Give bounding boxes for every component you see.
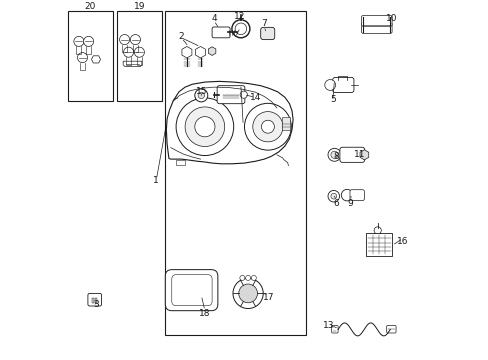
Circle shape — [327, 148, 340, 161]
Circle shape — [261, 120, 274, 133]
FancyBboxPatch shape — [331, 325, 337, 333]
FancyBboxPatch shape — [217, 86, 244, 104]
Bar — [165, 11, 305, 335]
FancyBboxPatch shape — [171, 275, 212, 306]
Bar — [68, 11, 113, 101]
Circle shape — [198, 92, 204, 99]
Text: 7: 7 — [261, 19, 266, 28]
FancyBboxPatch shape — [332, 77, 353, 93]
Text: 18: 18 — [199, 309, 210, 318]
Text: 1: 1 — [153, 176, 159, 185]
Circle shape — [341, 189, 352, 201]
Circle shape — [244, 103, 291, 150]
Circle shape — [83, 36, 94, 46]
Polygon shape — [166, 81, 292, 164]
Text: 9: 9 — [347, 199, 353, 208]
Circle shape — [194, 89, 207, 102]
Polygon shape — [195, 46, 205, 58]
Circle shape — [245, 275, 250, 280]
FancyBboxPatch shape — [88, 293, 102, 306]
Circle shape — [324, 80, 335, 90]
Bar — [95, 298, 97, 303]
Circle shape — [194, 117, 215, 137]
Text: 8: 8 — [333, 152, 339, 161]
FancyBboxPatch shape — [260, 27, 274, 40]
Circle shape — [327, 190, 339, 202]
Circle shape — [373, 227, 381, 234]
Bar — [366, 233, 391, 256]
FancyBboxPatch shape — [212, 27, 230, 38]
Bar — [92, 298, 94, 303]
Polygon shape — [359, 150, 368, 160]
FancyBboxPatch shape — [386, 325, 395, 333]
Circle shape — [240, 91, 247, 98]
Polygon shape — [91, 56, 101, 63]
Text: 5: 5 — [329, 95, 335, 104]
Text: 10: 10 — [386, 14, 397, 23]
Circle shape — [185, 107, 224, 147]
Text: 17: 17 — [263, 292, 274, 302]
FancyBboxPatch shape — [361, 23, 391, 33]
Circle shape — [77, 53, 87, 63]
Circle shape — [120, 35, 129, 45]
Circle shape — [231, 20, 249, 38]
Text: 11: 11 — [353, 150, 365, 159]
Circle shape — [330, 151, 337, 158]
Polygon shape — [182, 46, 191, 58]
FancyBboxPatch shape — [339, 147, 364, 162]
Bar — [117, 11, 162, 101]
Circle shape — [252, 112, 283, 142]
Circle shape — [176, 98, 233, 156]
Polygon shape — [176, 160, 185, 165]
Circle shape — [130, 35, 140, 45]
Text: 14: 14 — [249, 93, 261, 102]
FancyBboxPatch shape — [349, 190, 364, 201]
Text: 19: 19 — [133, 2, 145, 11]
Text: 16: 16 — [396, 237, 408, 246]
FancyBboxPatch shape — [361, 15, 391, 26]
Circle shape — [235, 23, 246, 35]
Polygon shape — [123, 61, 142, 67]
Text: 4: 4 — [211, 14, 216, 23]
Bar — [282, 117, 289, 130]
Circle shape — [239, 275, 244, 280]
Text: 13: 13 — [323, 321, 334, 330]
Circle shape — [123, 47, 133, 57]
Text: 15: 15 — [195, 87, 206, 96]
Circle shape — [251, 275, 256, 280]
Circle shape — [330, 193, 336, 199]
Text: 20: 20 — [84, 2, 96, 11]
Circle shape — [134, 47, 144, 57]
Circle shape — [74, 36, 84, 46]
Circle shape — [238, 284, 257, 303]
Text: 2: 2 — [178, 32, 184, 41]
Text: 6: 6 — [333, 199, 339, 208]
Circle shape — [232, 278, 263, 309]
Text: 12: 12 — [234, 12, 245, 21]
Polygon shape — [208, 47, 215, 55]
FancyBboxPatch shape — [165, 270, 218, 311]
Text: 3: 3 — [93, 300, 99, 309]
